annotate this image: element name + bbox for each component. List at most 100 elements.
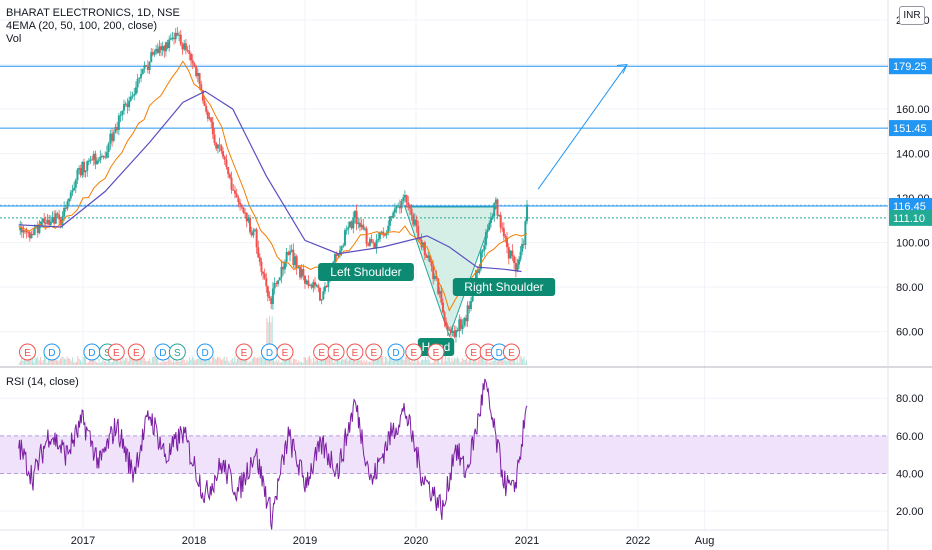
- candle-body: [200, 84, 203, 91]
- volume-bar: [395, 358, 397, 365]
- candle-body: [294, 256, 297, 266]
- volume-bar: [162, 358, 164, 365]
- volume-bar: [390, 357, 392, 365]
- candle-body: [300, 268, 303, 278]
- candle-body: [483, 245, 486, 251]
- event-letter: E: [318, 348, 325, 359]
- candle-body: [283, 261, 286, 270]
- volume-bar: [339, 361, 341, 365]
- candle-body: [168, 39, 171, 49]
- volume-bar: [50, 356, 52, 365]
- price-tick-label: 160.00: [896, 104, 930, 116]
- candle-body: [415, 219, 418, 227]
- symbol-title[interactable]: BHARAT ELECTRONICS, 1D, NSE: [6, 7, 180, 19]
- volume-bar: [282, 359, 284, 365]
- candle-body: [131, 95, 134, 97]
- volume-bar: [66, 356, 68, 365]
- volume-bar: [367, 362, 369, 365]
- candle-body: [266, 286, 269, 297]
- candle-body: [112, 132, 115, 141]
- volume-bar: [419, 362, 421, 365]
- candle-body: [340, 246, 343, 251]
- candle-body: [247, 217, 250, 222]
- volume-bar: [146, 361, 148, 365]
- volume-bar: [290, 357, 292, 365]
- volume-bar: [117, 357, 119, 365]
- volume-bar: [331, 357, 333, 365]
- volume-bar: [254, 356, 256, 365]
- event-letter: E: [370, 348, 377, 359]
- volume-bar: [466, 358, 468, 365]
- volume-bar: [398, 358, 400, 365]
- volume-bar: [102, 359, 104, 365]
- event-marker-s: [168, 343, 186, 361]
- candle-body: [383, 234, 386, 236]
- candle-body: [240, 204, 243, 208]
- candle-body: [387, 225, 390, 233]
- candle-body: [318, 287, 321, 301]
- candle-body: [307, 280, 310, 286]
- volume-bar: [134, 359, 136, 365]
- rsi-legend[interactable]: RSI (14, close): [6, 376, 79, 388]
- volume-bar: [67, 358, 69, 365]
- volume-bar: [77, 356, 79, 365]
- event-letter: D: [392, 348, 399, 359]
- candle-body: [522, 243, 525, 245]
- volume-label[interactable]: Vol: [6, 33, 22, 45]
- volume-bar: [418, 360, 420, 365]
- volume-bar: [324, 358, 326, 365]
- candle-body: [412, 214, 415, 225]
- volume-bar: [459, 361, 461, 365]
- price-badge-179.25: 179.25: [893, 61, 927, 73]
- volume-bar: [274, 361, 276, 365]
- candle-body: [223, 156, 226, 160]
- volume-bar: [218, 356, 220, 365]
- volume-bar: [271, 316, 273, 365]
- candle-body: [273, 283, 276, 289]
- label-right-shoulder-bg: [452, 278, 556, 296]
- volume-bar: [450, 362, 452, 365]
- event-letter: D: [496, 348, 503, 359]
- volume-bar: [454, 357, 456, 365]
- candle-body: [227, 167, 230, 175]
- candle-body: [59, 219, 62, 225]
- event-letter: E: [410, 348, 417, 359]
- candle-body: [347, 227, 350, 230]
- event-marker-e: [502, 343, 520, 361]
- volume-bar: [420, 359, 422, 365]
- volume-bar: [90, 357, 92, 365]
- volume-bar: [130, 358, 132, 365]
- candle-body: [176, 32, 179, 36]
- candle-body: [509, 250, 512, 259]
- currency-button[interactable]: INR: [899, 6, 925, 25]
- volume-bar: [494, 357, 496, 365]
- volume-bar: [344, 359, 346, 365]
- candle-body: [257, 247, 260, 258]
- volume-bar: [47, 359, 49, 365]
- volume-bar: [241, 360, 243, 365]
- volume-bar: [250, 361, 252, 365]
- indicator-label[interactable]: 4EMA (20, 50, 100, 200, close): [6, 20, 158, 32]
- candle-body: [390, 216, 393, 218]
- volume-bar: [432, 362, 434, 365]
- candle-body: [393, 208, 396, 213]
- candle-body: [81, 161, 84, 176]
- price-candles: [19, 27, 528, 343]
- volume-bar: [113, 356, 115, 365]
- volume-bar: [464, 359, 466, 365]
- volume-bar: [316, 359, 318, 365]
- candle-body: [206, 111, 209, 119]
- volume-bar: [463, 359, 465, 365]
- candle-body: [39, 221, 42, 226]
- volume-bar: [297, 362, 299, 365]
- volume-bar: [518, 362, 520, 365]
- volume-bar: [59, 358, 61, 365]
- candle-body: [122, 104, 125, 111]
- candle-body: [502, 228, 505, 237]
- candle-body: [357, 222, 360, 224]
- candle-body: [382, 231, 385, 235]
- volume-bar: [26, 357, 28, 365]
- candle-body: [478, 269, 481, 274]
